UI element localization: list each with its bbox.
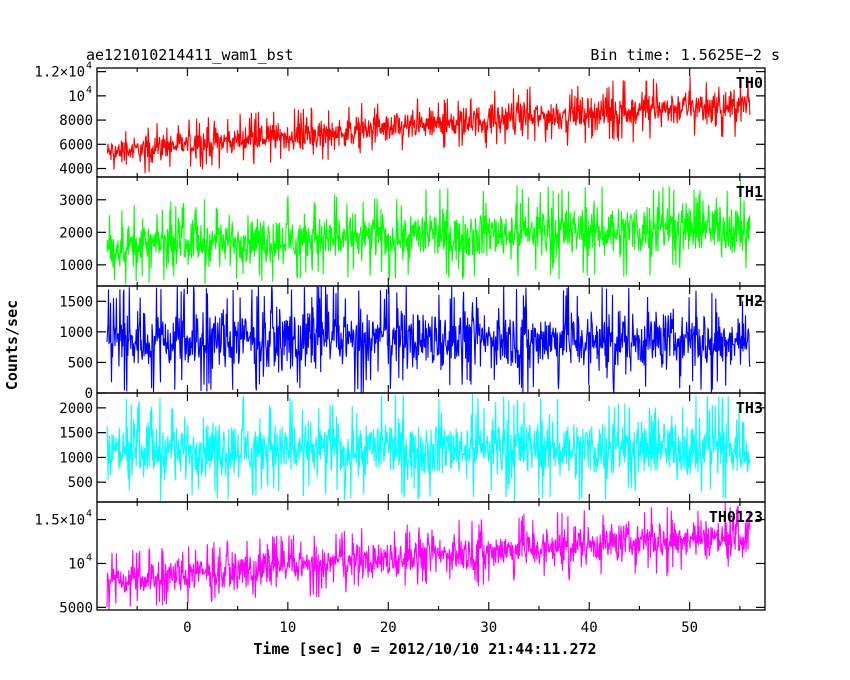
x-axis: 0 10 20 30 40 50 <box>183 620 698 636</box>
y-tick-label: 1500 <box>59 294 93 310</box>
y-tick-label: 1000 <box>59 258 93 274</box>
panel-th3: 500 1000 1500 2000 TH3 <box>59 392 766 503</box>
panel-label: TH0 <box>736 74 763 92</box>
y-tick-exponent: 4 <box>86 85 92 96</box>
y-tick-exponent: 4 <box>86 61 92 72</box>
series-th3 <box>106 393 751 502</box>
y-tick-label: 0 <box>85 386 93 402</box>
y-tick-label: 500 <box>68 475 93 491</box>
x-tick-label: 40 <box>581 620 598 636</box>
x-tick-label: 30 <box>480 620 497 636</box>
x-axis-label: Time [sec] 0 = 2012/10/10 21:44:11.272 <box>253 640 596 658</box>
y-tick-label: 500 <box>68 355 93 371</box>
x-tick-label: 10 <box>279 620 296 636</box>
y-tick-label: 4000 <box>59 162 93 178</box>
y-tick-label: 1000 <box>59 325 93 341</box>
series-th0123 <box>106 502 751 610</box>
series-th1 <box>106 180 751 285</box>
x-tick-label: 20 <box>380 620 397 636</box>
y-tick-label: 8000 <box>59 113 93 129</box>
y-tick-label: 1.2×10 <box>34 65 85 81</box>
x-tick-label: 0 <box>183 620 191 636</box>
panel-label: TH0123 <box>709 508 763 526</box>
y-tick-exponent: 4 <box>86 552 92 563</box>
x-tick-label: 50 <box>681 620 698 636</box>
panel-frame <box>96 501 766 611</box>
y-tick-label: 10 <box>68 89 85 105</box>
panel-label: TH3 <box>736 399 763 417</box>
panel-label: TH1 <box>736 183 763 201</box>
y-tick-label: 2000 <box>59 225 93 241</box>
panel-th1: 1000 2000 3000 TH1 <box>59 176 766 287</box>
panel-label: TH2 <box>736 292 763 310</box>
series-th2 <box>106 286 751 393</box>
y-tick-label: 6000 <box>59 137 93 153</box>
y-tick-label: 3000 <box>59 193 93 209</box>
y-tick-exponent: 4 <box>86 509 92 520</box>
y-tick-label: 5000 <box>59 600 93 616</box>
y-tick-label: 2000 <box>59 401 93 417</box>
y-tick-label: 1500 <box>59 426 93 442</box>
y-tick-label: 1000 <box>59 450 93 466</box>
series-th0 <box>106 76 751 174</box>
panel-th2: 0 500 1000 1500 TH2 <box>59 285 766 402</box>
chart-title: ae121010214411_wam1_bst <box>86 46 294 64</box>
bin-time-label: Bin time: 1.5625E−2 s <box>590 46 780 64</box>
y-tick-label: 1.5×10 <box>34 513 85 529</box>
y-axis-label: Counts/sec <box>3 300 21 390</box>
y-tick-label: 10 <box>68 556 85 572</box>
